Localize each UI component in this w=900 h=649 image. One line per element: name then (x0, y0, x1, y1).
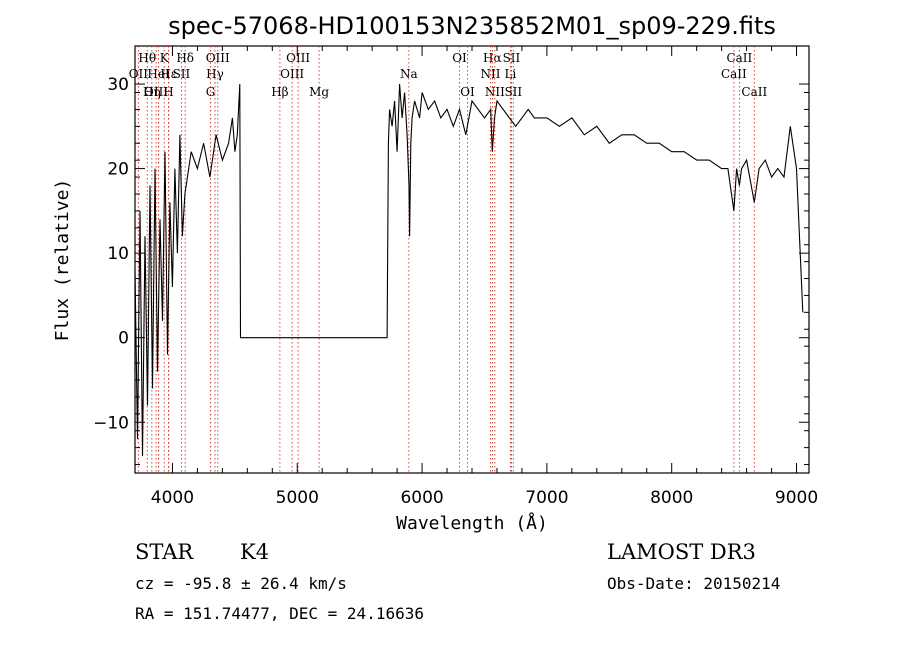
y-tick-label: 0 (118, 329, 129, 349)
marker-label: HeI (147, 67, 170, 81)
marker-label: CaII (721, 67, 747, 81)
marker-label: OIII (144, 85, 168, 99)
y-tick-label: 10 (107, 244, 129, 264)
observation-date: Obs-Date: 20150214 (607, 574, 780, 593)
marker-label: OII (129, 67, 149, 81)
x-tick-label: 7000 (525, 488, 568, 508)
y-tick-label: −10 (93, 413, 129, 433)
marker-label: Na (400, 67, 418, 81)
x-tick-label: 6000 (400, 488, 443, 508)
plot-frame (134, 45, 810, 474)
object-class: STAR (135, 540, 194, 564)
marker-label: Hβ (271, 85, 288, 99)
marker-label: Li (505, 67, 517, 81)
x-tick-label: 5000 (276, 488, 319, 508)
x-tick-label: 9000 (775, 488, 818, 508)
marker-label: SII (173, 67, 191, 81)
marker-label: OI (460, 85, 475, 99)
marker-label: Hγ (206, 67, 224, 81)
axis-ticks: 4000 5000 6000 7000 8000 9000 −10 0 10 20 30 (93, 46, 818, 508)
marker-label: SII (504, 85, 522, 99)
x-axis-label: Wavelength (Å) (396, 512, 548, 534)
redshift-line: cz = -95.8 ± 26.4 km/s (135, 574, 347, 593)
coordinates-line: RA = 151.74477, DEC = 24.16636 (135, 604, 424, 623)
marker-label: H (163, 85, 173, 99)
x-tick-label: 8000 (650, 488, 693, 508)
x-tick-label: 4000 (151, 488, 194, 508)
marker-label: OI (452, 51, 467, 65)
chart-title: spec-57068-HD100153N235852M01_sp09-229.f… (168, 12, 776, 40)
marker-label: Hδ (176, 51, 194, 65)
marker-label: SII (503, 51, 521, 65)
y-axis-label: Flux (relative) (52, 179, 73, 342)
marker-label: Hα (483, 51, 502, 65)
survey-name: LAMOST DR3 (607, 540, 756, 564)
marker-label: NII (485, 85, 505, 99)
marker-label: NII (480, 67, 500, 81)
y-tick-label: 30 (107, 75, 129, 95)
marker-label: OIII (280, 67, 304, 81)
marker-label: G (206, 85, 216, 99)
marker-label: K (160, 51, 170, 65)
object-subclass: K4 (240, 540, 269, 564)
marker-label: CaII (741, 85, 767, 99)
marker-label: Hθ (138, 51, 156, 65)
marker-label: OIII (206, 51, 230, 65)
y-tick-label: 20 (107, 160, 129, 180)
marker-label: Mg (309, 85, 329, 99)
marker-label: Hη (143, 85, 161, 99)
spectrum-line (134, 83, 804, 457)
marker-label: CaII (726, 51, 752, 65)
marker-label: OIII (286, 51, 310, 65)
